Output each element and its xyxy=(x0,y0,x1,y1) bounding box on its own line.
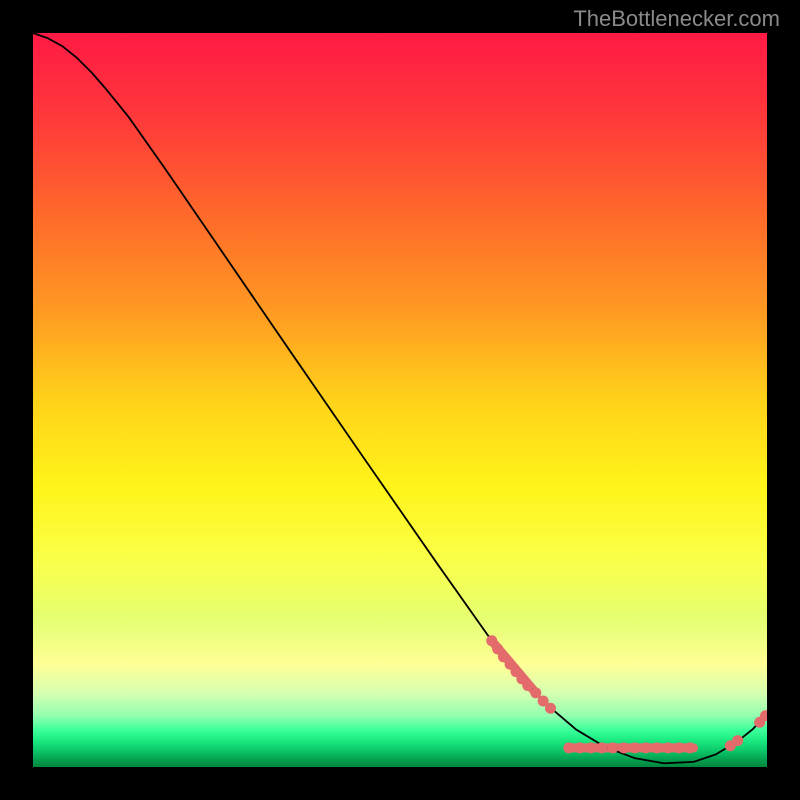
gradient-background xyxy=(33,33,767,767)
data-marker xyxy=(673,742,684,753)
data-marker xyxy=(563,742,574,753)
data-marker xyxy=(574,742,585,753)
data-marker xyxy=(640,742,651,753)
watermark-text: TheBottlenecker.com xyxy=(573,6,780,32)
data-marker xyxy=(629,742,640,753)
data-marker xyxy=(732,735,743,746)
data-marker xyxy=(607,742,618,753)
data-marker xyxy=(596,742,607,753)
plot-area xyxy=(33,33,767,767)
chart-root: TheBottlenecker.com xyxy=(0,0,800,800)
data-marker xyxy=(651,742,662,753)
data-marker xyxy=(662,742,673,753)
plot-svg xyxy=(33,33,767,767)
data-marker xyxy=(618,742,629,753)
data-marker xyxy=(684,742,695,753)
data-marker xyxy=(545,703,556,714)
data-marker xyxy=(585,742,596,753)
